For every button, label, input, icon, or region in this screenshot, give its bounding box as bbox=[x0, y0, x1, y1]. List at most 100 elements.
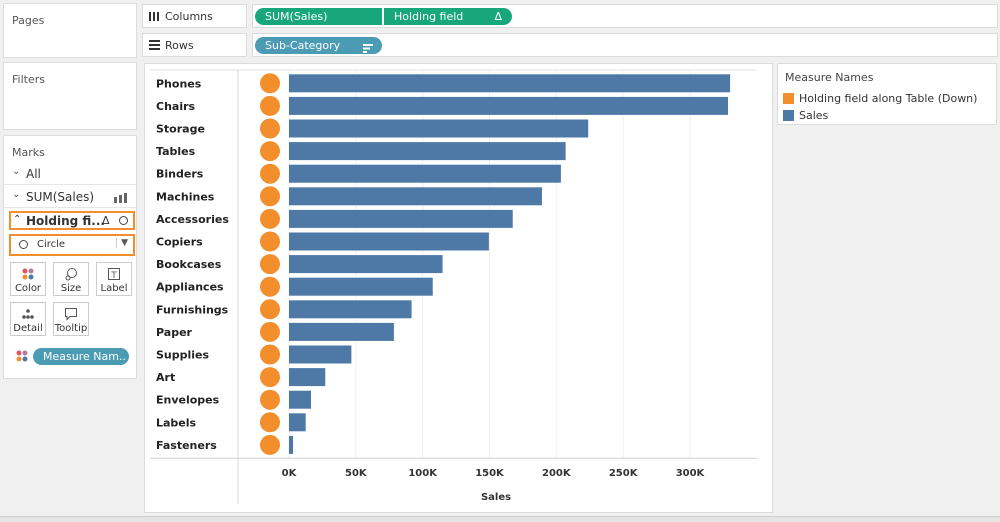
color-legend: Measure Names Holding field along Table … bbox=[777, 63, 997, 125]
chevron-up-icon: ⌃ bbox=[13, 214, 22, 225]
sheet-tab-strip bbox=[0, 516, 1000, 522]
holding-circle bbox=[260, 95, 280, 116]
legend-item-sales[interactable]: Sales bbox=[799, 109, 829, 122]
marks-sum-sales-row[interactable]: ⌄ SUM(Sales) bbox=[4, 186, 136, 208]
measure-names-pill[interactable]: Measure Nam.. bbox=[33, 348, 129, 365]
holding-circle bbox=[260, 73, 280, 94]
detail-icon bbox=[11, 307, 45, 321]
row-label-supplies: Supplies bbox=[156, 349, 210, 362]
sort-descending-icon bbox=[363, 41, 373, 58]
row-label-chairs: Chairs bbox=[156, 100, 196, 113]
holding-circle bbox=[260, 163, 280, 184]
holding-circle bbox=[260, 208, 280, 229]
sales-bar bbox=[289, 368, 326, 387]
holding-circle bbox=[260, 276, 280, 297]
x-tick-label: 300K bbox=[676, 468, 706, 479]
holding-circle bbox=[260, 254, 280, 275]
columns-pill-holding-field[interactable]: Holding field Δ bbox=[384, 8, 512, 25]
columns-label: Columns bbox=[165, 10, 213, 23]
rows-pill-sub-category[interactable]: Sub-Category bbox=[255, 37, 382, 54]
row-label-phones: Phones bbox=[156, 77, 202, 90]
columns-shelf[interactable]: Columns bbox=[142, 4, 247, 28]
row-label-art: Art bbox=[156, 371, 175, 384]
detail-label: Detail bbox=[13, 323, 43, 334]
columns-drop-area[interactable]: SUM(Sales) Holding field Δ bbox=[252, 4, 998, 28]
rows-shelf[interactable]: Rows bbox=[142, 33, 247, 57]
delta-icon: Δ bbox=[102, 214, 110, 227]
size-button[interactable]: Size bbox=[53, 262, 89, 296]
delta-icon: Δ bbox=[494, 10, 502, 23]
label-button[interactable]: T Label bbox=[96, 262, 132, 296]
pages-panel[interactable]: Pages bbox=[3, 3, 137, 58]
tooltip-icon bbox=[54, 307, 88, 321]
marks-all-label: All bbox=[26, 167, 41, 181]
mark-type-dropdown[interactable]: Circle ▼ bbox=[9, 234, 135, 256]
sales-bar bbox=[289, 322, 394, 341]
marks-all-row[interactable]: ⌄ All bbox=[4, 163, 136, 185]
row-label-accessories: Accessories bbox=[156, 213, 229, 226]
sales-bar bbox=[289, 164, 561, 183]
detail-button[interactable]: Detail bbox=[10, 302, 46, 336]
sales-bar bbox=[289, 142, 566, 161]
size-label: Size bbox=[60, 283, 82, 294]
x-tick-label: 0K bbox=[282, 468, 298, 479]
label-label: Label bbox=[100, 283, 128, 294]
holding-circle bbox=[260, 344, 280, 365]
holding-circle bbox=[260, 412, 280, 433]
row-label-storage: Storage bbox=[156, 123, 205, 136]
tooltip-label: Tooltip bbox=[54, 323, 88, 334]
rows-icon bbox=[149, 40, 160, 53]
x-tick-label: 50K bbox=[345, 468, 368, 479]
row-label-furnishings: Furnishings bbox=[156, 303, 229, 316]
chevron-down-icon: ⌄ bbox=[12, 166, 21, 177]
row-label-binders: Binders bbox=[156, 168, 204, 181]
tooltip-button[interactable]: Tooltip bbox=[53, 302, 89, 336]
rows-label: Rows bbox=[165, 39, 194, 52]
filters-panel[interactable]: Filters bbox=[3, 62, 137, 130]
sales-bar bbox=[289, 74, 731, 93]
marks-holding-label: Holding fi... bbox=[26, 214, 105, 228]
rows-drop-area[interactable]: Sub-Category bbox=[252, 33, 998, 57]
sales-bar bbox=[289, 96, 729, 115]
marks-sum-sales-label: SUM(Sales) bbox=[26, 190, 95, 204]
rows-pill-text: Sub-Category bbox=[265, 39, 341, 52]
label-icon: T bbox=[97, 267, 131, 281]
sales-bar bbox=[289, 277, 433, 296]
dropdown-arrow-icon: ▼ bbox=[116, 238, 128, 248]
filters-title: Filters bbox=[12, 73, 45, 86]
columns-pill-holding-text: Holding field bbox=[394, 10, 464, 23]
legend-swatch-holding[interactable] bbox=[783, 93, 794, 104]
pages-title: Pages bbox=[12, 14, 45, 27]
sales-bar bbox=[289, 390, 312, 409]
row-label-machines: Machines bbox=[156, 190, 215, 203]
marks-holding-row[interactable]: ⌃ Holding fi... Δ bbox=[9, 211, 135, 230]
marks-card: Marks ⌄ All ⌄ SUM(Sales) ⌃ Holding fi...… bbox=[3, 135, 137, 379]
holding-circle bbox=[260, 434, 280, 455]
sales-bar bbox=[289, 345, 352, 364]
bar-chart-icon bbox=[114, 192, 128, 206]
color-icon bbox=[11, 267, 45, 281]
row-label-tables: Tables bbox=[156, 145, 196, 158]
mark-type-value: Circle bbox=[37, 239, 66, 250]
size-icon bbox=[54, 267, 88, 281]
color-button[interactable]: Color bbox=[10, 262, 46, 296]
row-label-appliances: Appliances bbox=[156, 281, 224, 294]
sales-bar bbox=[289, 255, 443, 274]
chevron-down-icon: ⌄ bbox=[12, 189, 21, 200]
sales-bar bbox=[289, 435, 294, 454]
holding-circle bbox=[260, 231, 280, 252]
row-label-labels: Labels bbox=[156, 416, 197, 429]
row-label-bookcases: Bookcases bbox=[156, 258, 222, 271]
legend-swatch-sales[interactable] bbox=[783, 110, 794, 121]
legend-item-holding[interactable]: Holding field along Table (Down) bbox=[799, 92, 978, 105]
color-label: Color bbox=[14, 283, 42, 294]
legend-title: Measure Names bbox=[785, 71, 874, 84]
columns-pill-sum-sales[interactable]: SUM(Sales) bbox=[255, 8, 382, 25]
chart-area: Phones Chairs Storage Tables Binders Machines… bbox=[144, 63, 773, 513]
svg-text:T: T bbox=[110, 271, 117, 281]
holding-circle bbox=[260, 118, 280, 139]
sales-bar bbox=[289, 300, 412, 319]
sales-bar bbox=[289, 119, 589, 138]
bar-chart: Phones Chairs Storage Tables Binders Machines… bbox=[150, 69, 757, 504]
circle-mark-icon bbox=[119, 216, 128, 225]
